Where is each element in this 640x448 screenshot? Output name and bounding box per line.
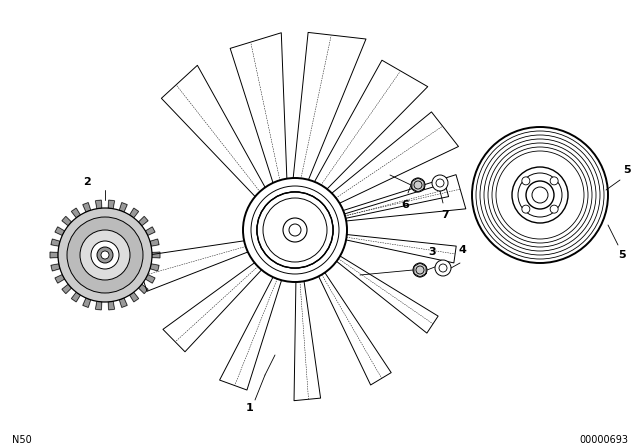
Polygon shape — [51, 239, 60, 246]
Polygon shape — [293, 32, 366, 180]
Polygon shape — [145, 275, 155, 283]
Polygon shape — [119, 202, 127, 212]
Text: 4: 4 — [458, 245, 466, 255]
Polygon shape — [230, 33, 287, 183]
Polygon shape — [51, 264, 60, 271]
Polygon shape — [161, 65, 265, 197]
Polygon shape — [337, 256, 438, 333]
Polygon shape — [145, 227, 155, 235]
Circle shape — [58, 208, 152, 302]
Text: 5: 5 — [618, 250, 626, 260]
Circle shape — [257, 192, 333, 268]
Polygon shape — [130, 208, 139, 218]
Polygon shape — [150, 239, 159, 246]
Circle shape — [411, 178, 425, 192]
Polygon shape — [108, 302, 115, 310]
Polygon shape — [62, 216, 72, 226]
Text: N50: N50 — [12, 435, 32, 445]
Polygon shape — [220, 277, 282, 390]
Text: 6: 6 — [401, 200, 409, 210]
Polygon shape — [344, 183, 449, 218]
Circle shape — [243, 178, 347, 282]
Polygon shape — [83, 202, 91, 212]
Polygon shape — [138, 284, 148, 293]
Polygon shape — [119, 298, 127, 307]
Text: 1: 1 — [246, 403, 254, 413]
Polygon shape — [108, 200, 115, 209]
Polygon shape — [136, 241, 248, 291]
Text: 5: 5 — [623, 165, 631, 175]
Circle shape — [283, 218, 307, 242]
Circle shape — [512, 167, 568, 223]
Polygon shape — [55, 227, 65, 235]
Polygon shape — [332, 112, 458, 203]
Circle shape — [97, 247, 113, 263]
Circle shape — [522, 177, 530, 185]
Polygon shape — [95, 302, 102, 310]
Polygon shape — [72, 292, 81, 302]
Polygon shape — [62, 284, 72, 293]
Polygon shape — [138, 216, 148, 226]
Polygon shape — [163, 263, 262, 352]
Polygon shape — [83, 298, 91, 307]
Circle shape — [435, 260, 451, 276]
Circle shape — [67, 217, 143, 293]
Polygon shape — [50, 252, 58, 258]
Text: 3: 3 — [428, 247, 436, 257]
Text: 7: 7 — [441, 210, 449, 220]
Circle shape — [80, 230, 130, 280]
Polygon shape — [319, 272, 391, 385]
Polygon shape — [72, 208, 81, 218]
Polygon shape — [152, 252, 160, 258]
Circle shape — [550, 177, 558, 185]
Circle shape — [432, 175, 448, 191]
Circle shape — [257, 192, 333, 268]
Circle shape — [550, 205, 558, 213]
Polygon shape — [343, 175, 466, 221]
Circle shape — [522, 205, 530, 213]
Polygon shape — [130, 292, 139, 302]
Polygon shape — [55, 275, 65, 283]
Text: 00000693: 00000693 — [579, 435, 628, 445]
Polygon shape — [314, 60, 428, 189]
Polygon shape — [346, 235, 456, 263]
Polygon shape — [95, 200, 102, 209]
Circle shape — [472, 127, 608, 263]
Circle shape — [101, 251, 109, 259]
Circle shape — [526, 181, 554, 209]
Circle shape — [413, 263, 427, 277]
Text: 2: 2 — [83, 177, 91, 187]
Polygon shape — [294, 281, 321, 401]
Polygon shape — [150, 264, 159, 271]
Circle shape — [283, 218, 307, 242]
Circle shape — [91, 241, 119, 269]
